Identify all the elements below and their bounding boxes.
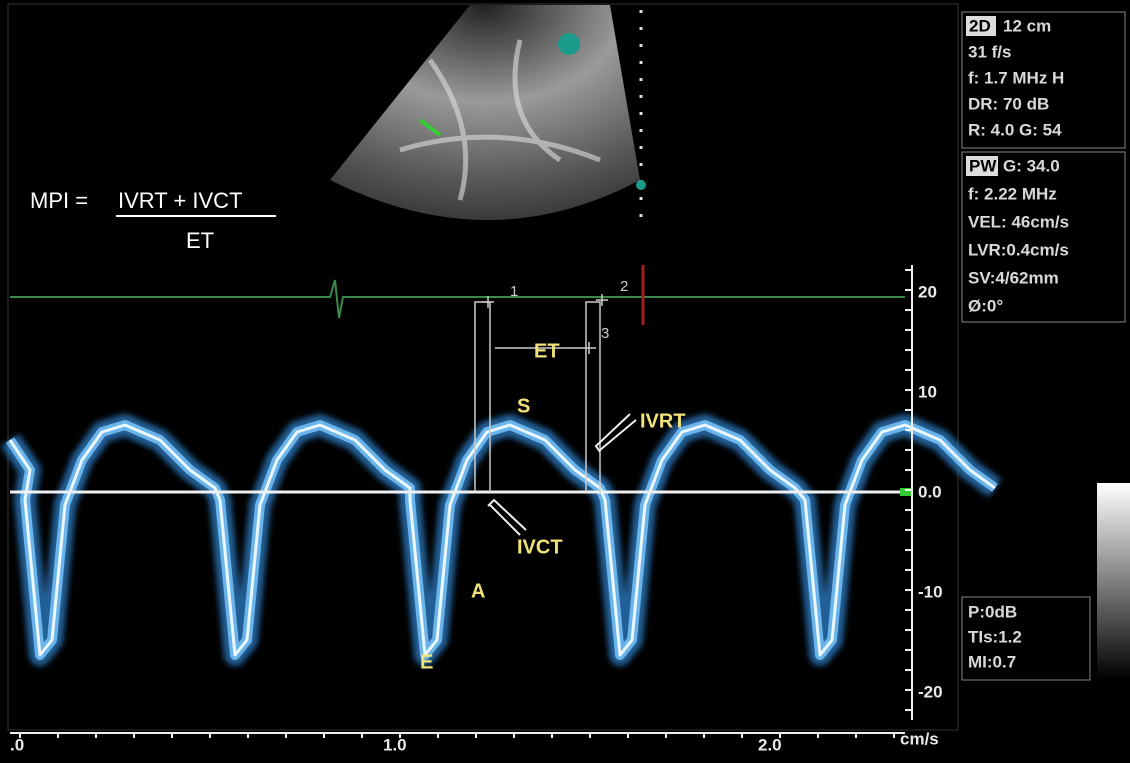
pw-gain: G: 34.0 bbox=[1003, 156, 1060, 175]
caliper-label: 2 bbox=[620, 278, 628, 295]
panel-line: f: 2.22 MHz bbox=[968, 184, 1057, 203]
a-label: A bbox=[471, 580, 485, 602]
ivct-label: IVCT bbox=[517, 536, 563, 558]
orientation-marker bbox=[558, 33, 580, 55]
focus-marker bbox=[636, 180, 646, 190]
depth: 12 cm bbox=[1003, 16, 1051, 35]
velocity-tick-label: 0.0 bbox=[918, 482, 942, 501]
mode-2d: 2D bbox=[969, 16, 991, 35]
panel-line: 31 f/s bbox=[968, 42, 1011, 61]
panel-line: DR: 70 dB bbox=[968, 94, 1049, 113]
velocity-tick-label: -20 bbox=[918, 682, 943, 701]
time-tick-label: 2.0 bbox=[758, 735, 782, 754]
ultrasound-screen: MPI = IVRT + IVCT ET 1 2 3 ET S IVRT IVC… bbox=[0, 0, 1130, 763]
panel-line: SV:4/62mm bbox=[968, 268, 1059, 287]
velocity-tick-label: -10 bbox=[918, 582, 943, 601]
s-label: S bbox=[517, 395, 530, 417]
ivrt-label: IVRT bbox=[640, 410, 686, 432]
panel-line: P:0dB bbox=[968, 602, 1017, 621]
velocity-tick-label: 10 bbox=[918, 382, 937, 401]
e-label: E bbox=[420, 651, 433, 673]
panel-line: R: 4.0 G: 54 bbox=[968, 120, 1062, 139]
time-tick-label: 1.0 bbox=[383, 735, 407, 754]
caliper-label: 1 bbox=[510, 283, 518, 300]
caliper-label: 3 bbox=[601, 325, 609, 342]
velocity-tick-label: 20 bbox=[918, 282, 937, 301]
panel-line: Ø:0° bbox=[968, 296, 1003, 315]
formula-numerator: IVRT + IVCT bbox=[118, 188, 243, 213]
grayscale-bar bbox=[1097, 483, 1130, 680]
mode-pw: PW bbox=[969, 156, 997, 175]
time-tick-label: .0 bbox=[10, 735, 24, 754]
panel-line: f: 1.7 MHz H bbox=[968, 68, 1064, 87]
velocity-unit: cm/s bbox=[900, 729, 939, 748]
et-label: ET bbox=[534, 340, 560, 362]
formula-denominator: ET bbox=[186, 228, 214, 253]
panel-line: TIs:1.2 bbox=[968, 627, 1022, 646]
panel-line: VEL: 46cm/s bbox=[968, 212, 1069, 231]
panel-line: LVR:0.4cm/s bbox=[968, 240, 1069, 259]
panel-line: MI:0.7 bbox=[968, 652, 1016, 671]
formula-lhs: MPI = bbox=[30, 188, 88, 213]
